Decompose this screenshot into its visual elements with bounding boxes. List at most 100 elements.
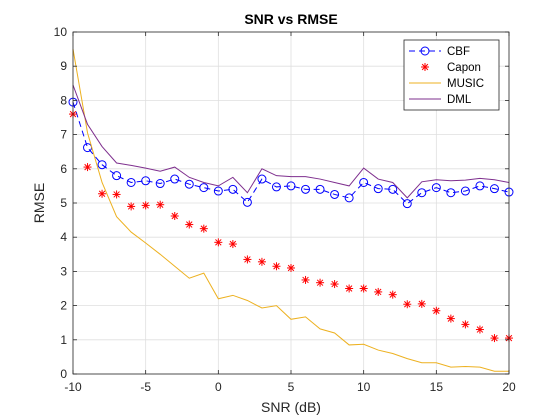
series-capon — [69, 110, 513, 343]
data-point — [388, 184, 398, 194]
y-tick-label: 7 — [60, 128, 67, 142]
data-point — [359, 284, 368, 293]
data-point — [489, 184, 499, 194]
chart-title: SNR vs RMSE — [244, 11, 337, 27]
data-point — [156, 200, 165, 209]
data-point — [286, 181, 296, 191]
data-point — [127, 202, 136, 211]
data-point — [359, 177, 369, 187]
data-point — [475, 325, 484, 334]
data-point — [446, 314, 455, 323]
legend-marker — [421, 63, 429, 71]
data-point — [301, 275, 310, 284]
y-tick-label: 10 — [54, 25, 68, 39]
data-point — [199, 183, 209, 193]
series-line — [72, 84, 510, 199]
data-point — [301, 184, 311, 194]
legend-item-cbf: CBF — [409, 46, 470, 58]
data-point — [490, 334, 499, 343]
data-point — [141, 201, 150, 210]
data-point — [257, 257, 266, 266]
data-point — [213, 186, 223, 196]
data-point — [228, 184, 238, 194]
x-tick-label: 0 — [215, 380, 222, 394]
data-point — [388, 290, 397, 299]
y-axis-label: RMSE — [31, 183, 47, 223]
x-tick-label: 10 — [357, 380, 371, 394]
data-point — [344, 193, 354, 203]
data-point — [97, 160, 107, 170]
y-tick-label: 8 — [60, 93, 67, 107]
data-point — [330, 280, 339, 289]
data-point — [243, 255, 252, 264]
data-point — [112, 190, 121, 199]
legend-label: Capon — [447, 62, 481, 74]
data-point — [257, 174, 267, 184]
data-point — [330, 189, 340, 199]
y-tick-label: 6 — [60, 162, 67, 176]
data-point — [184, 179, 194, 189]
x-tick-label: 15 — [430, 380, 444, 394]
legend-label: MUSIC — [447, 78, 484, 90]
data-point — [141, 176, 151, 186]
y-tick-label: 9 — [60, 59, 67, 73]
data-point — [126, 177, 136, 187]
data-point — [345, 284, 354, 293]
data-point — [460, 186, 470, 196]
data-point — [271, 182, 281, 192]
data-point — [402, 199, 412, 209]
y-tick-label: 3 — [60, 264, 67, 278]
data-point — [403, 300, 412, 309]
x-tick-label: -5 — [140, 380, 151, 394]
x-tick-label: 20 — [502, 380, 516, 394]
y-tick-label: 5 — [60, 196, 67, 210]
data-point — [373, 184, 383, 194]
legend-item-dml: DML — [409, 94, 472, 106]
data-point — [287, 263, 295, 272]
series-cbf — [68, 97, 514, 209]
data-point — [214, 238, 223, 247]
legend-marker — [420, 46, 430, 56]
series-music — [72, 49, 509, 372]
data-point — [98, 189, 107, 198]
data-point — [432, 306, 441, 315]
data-point — [170, 174, 180, 184]
y-tick-label: 4 — [60, 230, 67, 244]
legend-item-capon: Capon — [421, 62, 481, 74]
data-point — [316, 278, 325, 287]
data-point — [199, 224, 208, 233]
data-point — [272, 262, 281, 271]
data-point — [446, 188, 456, 198]
data-point — [374, 287, 383, 296]
legend-label: CBF — [447, 46, 470, 58]
series-line — [72, 101, 510, 205]
legend: CBF Capon MUSIC DML — [403, 39, 500, 111]
legend-item-music: MUSIC — [409, 78, 484, 90]
series-dml — [72, 84, 510, 199]
data-point — [83, 163, 92, 172]
data-point — [112, 171, 122, 181]
data-point — [417, 188, 427, 198]
data-point — [461, 320, 470, 329]
y-tick-label: 0 — [60, 367, 67, 381]
data-point — [431, 183, 441, 193]
data-point — [315, 184, 325, 194]
data-point — [170, 211, 179, 220]
axis-ticks: -10 -5 0 5 10 15 20 0 1 2 3 4 5 6 7 8 9 10 — [54, 25, 516, 394]
x-tick-label: -10 — [64, 380, 82, 394]
series-line — [72, 49, 509, 372]
series-layer — [68, 49, 514, 372]
legend-box — [403, 39, 500, 111]
data-point — [155, 179, 165, 189]
x-tick-label: 5 — [288, 380, 295, 394]
x-axis-label: SNR (dB) — [261, 399, 321, 415]
legend-label: DML — [447, 94, 472, 106]
y-tick-label: 1 — [60, 333, 67, 347]
data-point — [185, 220, 194, 229]
data-point — [242, 197, 252, 207]
data-point — [228, 240, 237, 249]
data-point — [475, 181, 485, 191]
y-tick-label: 2 — [60, 299, 67, 313]
